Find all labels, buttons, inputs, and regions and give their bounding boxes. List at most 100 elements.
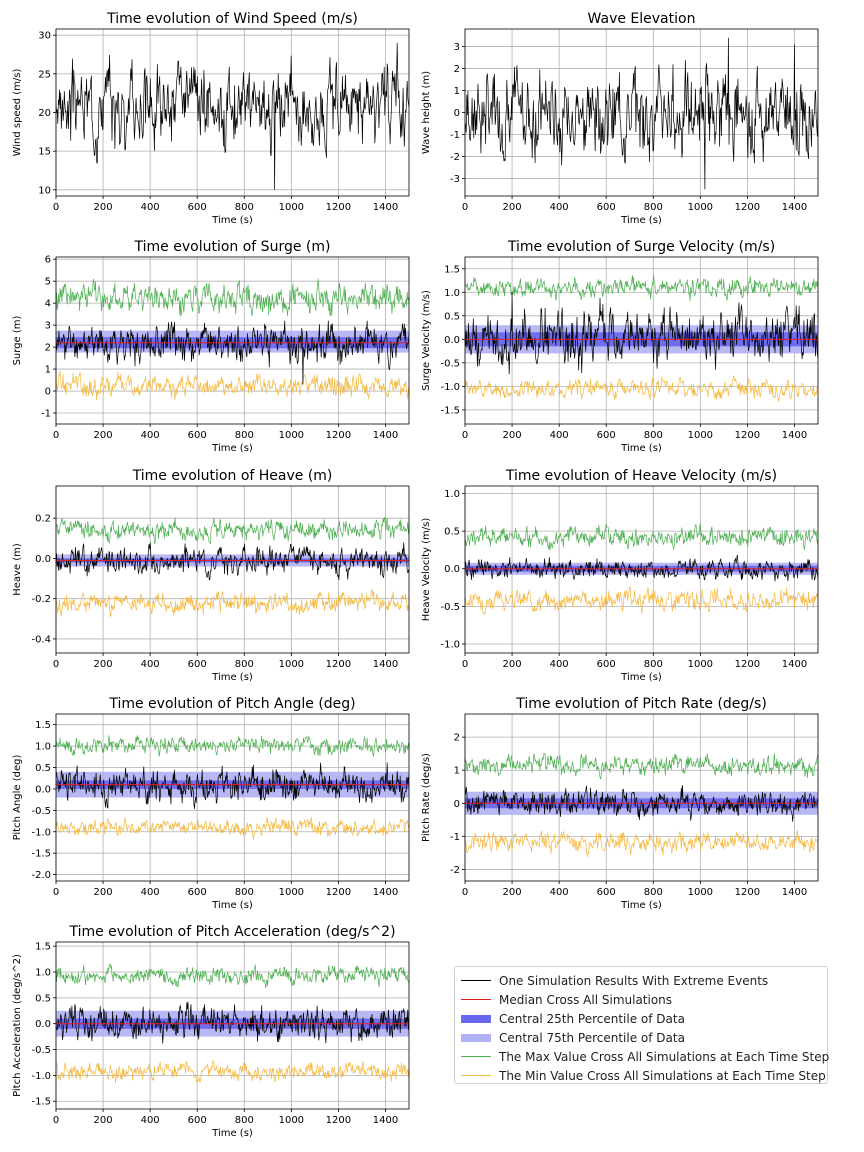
y-tick-label: 0.5 <box>35 993 51 1004</box>
chart-wave: 0 200 400 600 800 1000 1200 1400 -3 -2 -1 0 1 2 3 Wave … <box>421 11 819 226</box>
chart-title: Wave Elevation <box>588 11 696 27</box>
x-tick-label: 1400 <box>782 202 807 213</box>
x-tick-label: 200 <box>94 659 113 670</box>
y-axis-label: Heave (m) <box>12 543 23 596</box>
x-tick-label: 400 <box>141 887 160 898</box>
y-tick-label: 20 <box>38 108 51 119</box>
x-tick-label: 0 <box>53 659 59 670</box>
x-tick-label: 800 <box>644 430 663 441</box>
legend-swatch <box>461 999 491 1000</box>
y-tick-label: -2 <box>450 865 460 876</box>
x-tick-label: 1400 <box>373 659 398 670</box>
legend-swatch <box>461 1033 491 1042</box>
y-tick-label: 2 <box>45 343 51 354</box>
x-axis-label: Time (s) <box>620 215 662 226</box>
y-axis-label: Wind speed (m/s) <box>12 68 23 156</box>
x-tick-label: 1200 <box>735 202 760 213</box>
y-axis-label: Pitch Acceleration (deg/s^2) <box>12 954 23 1097</box>
x-tick-label: 0 <box>53 887 59 898</box>
y-tick-label: 0.0 <box>35 784 51 795</box>
y-tick-label: 1 <box>454 86 460 97</box>
y-axis-label: Surge Velocity (m/s) <box>421 290 432 391</box>
y-tick-label: 1.0 <box>35 742 51 753</box>
x-tick-label: 1200 <box>326 430 351 441</box>
legend-item: The Min Value Cross All Simulations at E… <box>461 1066 826 1085</box>
y-tick-label: 1 <box>454 766 460 777</box>
y-tick-label: 25 <box>38 69 51 80</box>
x-tick-label: 0 <box>53 430 59 441</box>
y-tick-label: 0 <box>454 799 460 810</box>
y-tick-label: -0.5 <box>31 806 51 817</box>
max-series <box>56 963 409 989</box>
x-tick-label: 800 <box>235 202 254 213</box>
min-series <box>465 375 818 402</box>
x-tick-label: 1000 <box>688 430 713 441</box>
plot-area <box>56 963 409 1084</box>
chart-title: Time evolution of Wind Speed (m/s) <box>106 11 358 27</box>
y-tick-label: 30 <box>38 31 51 42</box>
y-axis-label: Heave Velocity (m/s) <box>421 518 432 622</box>
x-tick-label: 0 <box>462 659 468 670</box>
y-tick-label: 1.5 <box>444 264 460 275</box>
axes-frame <box>55 713 410 882</box>
x-tick-label: 200 <box>94 1115 113 1126</box>
x-tick-label: 200 <box>94 202 113 213</box>
x-tick-label: 1400 <box>782 430 807 441</box>
axes-frame <box>464 485 819 654</box>
chart-pitch_acc: 0 200 400 600 800 1000 1200 1400 -1.5 -1.0 -0.5 0.0… <box>12 924 410 1139</box>
y-tick-label: 15 <box>38 147 51 158</box>
y-tick-label: -0.4 <box>31 634 51 645</box>
y-axis-label: Pitch Angle (deg) <box>12 754 23 840</box>
legend: One Simulation Results With Extreme Even… <box>454 966 829 1085</box>
y-tick-label: 1.5 <box>35 720 51 731</box>
y-tick-label: 0.0 <box>444 564 460 575</box>
chart-heave: 0 200 400 600 800 1000 1200 1400 -0.4 -0.2 0.0 0.2 T… <box>12 468 410 683</box>
x-tick-label: 800 <box>235 430 254 441</box>
x-tick-label: 1400 <box>782 887 807 898</box>
x-axis-label: Time (s) <box>620 900 662 911</box>
x-axis-label: Time (s) <box>620 443 662 454</box>
x-tick-label: 1000 <box>279 887 304 898</box>
y-tick-label: -1.0 <box>31 1071 51 1082</box>
y-tick-label: 10 <box>38 185 51 196</box>
x-tick-label: 0 <box>53 1115 59 1126</box>
x-tick-label: 1200 <box>326 202 351 213</box>
axes-frame <box>55 941 410 1110</box>
simulation-series <box>56 320 409 385</box>
y-axis-label: Pitch Rate (deg/s) <box>421 753 432 842</box>
x-tick-label: 600 <box>597 887 616 898</box>
x-tick-label: 1000 <box>279 202 304 213</box>
simulation-series <box>56 542 409 581</box>
x-tick-label: 600 <box>597 659 616 670</box>
y-tick-label: 6 <box>45 255 51 266</box>
x-tick-label: 0 <box>462 430 468 441</box>
axes-frame <box>55 256 410 425</box>
y-tick-label: -1.5 <box>31 1097 51 1108</box>
chart-title: Time evolution of Heave (m) <box>132 468 333 484</box>
x-axis-label: Time (s) <box>211 215 253 226</box>
x-tick-label: 400 <box>550 659 569 670</box>
plot-area <box>465 37 818 190</box>
axes-frame <box>464 256 819 425</box>
y-tick-label: 1.0 <box>444 489 460 500</box>
legend-item: One Simulation Results With Extreme Even… <box>461 971 768 990</box>
y-tick-label: 1.0 <box>35 967 51 978</box>
y-tick-label: -1.5 <box>440 405 460 416</box>
plot-area <box>465 274 818 402</box>
y-tick-label: 3 <box>454 42 460 53</box>
x-tick-label: 400 <box>550 202 569 213</box>
x-tick-label: 1400 <box>373 887 398 898</box>
y-tick-label: 0.0 <box>35 1019 51 1030</box>
y-tick-label: -0.5 <box>440 358 460 369</box>
x-tick-label: 1200 <box>735 430 760 441</box>
axes-frame <box>464 713 819 882</box>
y-tick-label: -1.5 <box>31 849 51 860</box>
x-tick-label: 200 <box>503 430 522 441</box>
y-tick-label: 0.5 <box>35 763 51 774</box>
y-tick-label: -1.0 <box>440 639 460 650</box>
x-axis-label: Time (s) <box>211 1128 253 1139</box>
x-tick-label: 200 <box>503 887 522 898</box>
simulation-series <box>465 292 818 375</box>
y-tick-label: -1 <box>450 832 460 843</box>
